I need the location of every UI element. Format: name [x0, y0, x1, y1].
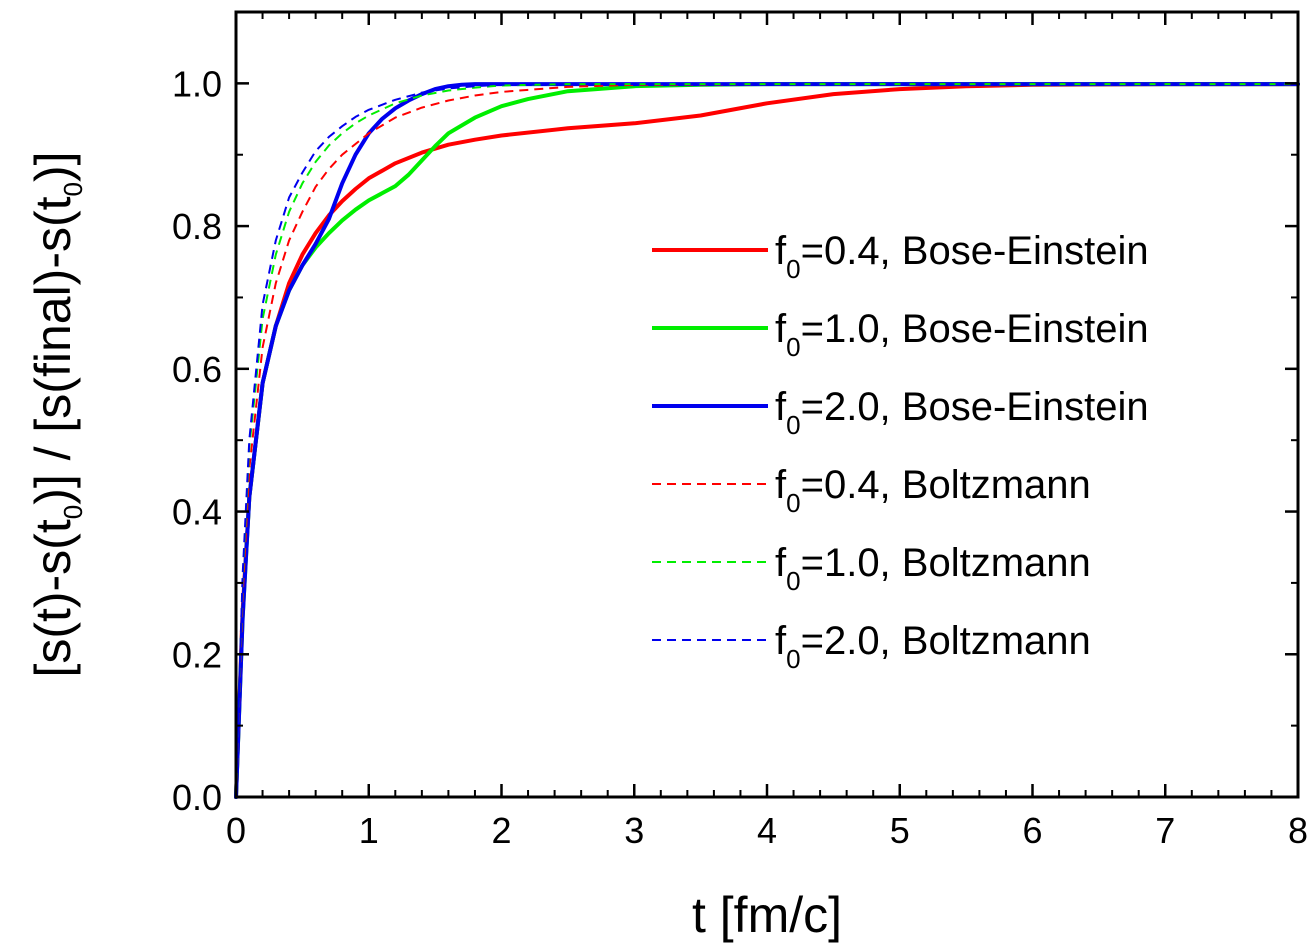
- ticks-layer: [234, 11, 1300, 799]
- y-tick-label: 0.2: [172, 634, 222, 675]
- y-title-part: [s(t)-s(t: [25, 519, 81, 677]
- legend-label-3: f0=2.0, Bose-Einstein: [775, 385, 1149, 440]
- x-tick-label: 5: [890, 810, 910, 851]
- series-line-1: [234, 82, 1300, 799]
- legend-label-4: f0=0.4, Boltzmann: [775, 463, 1091, 518]
- x-tick-label: 0: [226, 810, 246, 851]
- legend-label-5: f0=1.0, Boltzmann: [775, 541, 1091, 596]
- series-line-5: [235, 83, 1298, 798]
- tick-labels: 0 1 2 3 4 5 6 7 8 0.0 0.2 0.4 0.6 0.8 1.0: [172, 63, 1308, 851]
- legend-label-1: f0=0.4, Bose-Einstein: [775, 229, 1149, 284]
- legend: f0=0.4, Bose-Einstein f0=1.0, Bose-Einste…: [652, 229, 1149, 674]
- x-tick-label: 6: [1022, 810, 1042, 851]
- x-tick-label: 1: [359, 810, 379, 851]
- legend-label-2: f0=1.0, Bose-Einstein: [775, 307, 1149, 362]
- y-tick-label: 0.6: [172, 349, 222, 390]
- y-title-subscript: 0: [58, 182, 88, 196]
- legend-label-6: f0=2.0, Boltzmann: [775, 619, 1091, 674]
- x-axis-title: t [fm/c]: [692, 887, 842, 943]
- x-tick-label: 2: [491, 810, 511, 851]
- y-title-part: )]: [25, 151, 81, 182]
- y-tick-label: 0.0: [172, 777, 222, 818]
- series-line-4: [235, 83, 1298, 798]
- series-layer: [234, 82, 1300, 799]
- x-tick-label: 8: [1288, 810, 1308, 851]
- series-line-6: [235, 83, 1298, 798]
- y-axis-title: [s(t)-s(t0)] / [s(final)-s(t0)]: [25, 151, 88, 677]
- y-tick-label: 0.4: [172, 492, 222, 533]
- x-tick-label: 3: [624, 810, 644, 851]
- y-title-subscript: 0: [58, 505, 88, 519]
- x-tick-label: 7: [1155, 810, 1175, 851]
- y-title-part: )] / [s(final)-s(t: [25, 196, 81, 504]
- series-line-3: [234, 82, 1300, 799]
- y-tick-label: 1.0: [172, 63, 222, 104]
- y-tick-label: 0.8: [172, 206, 222, 247]
- series-line-2: [234, 82, 1300, 799]
- x-tick-label: 4: [757, 810, 777, 851]
